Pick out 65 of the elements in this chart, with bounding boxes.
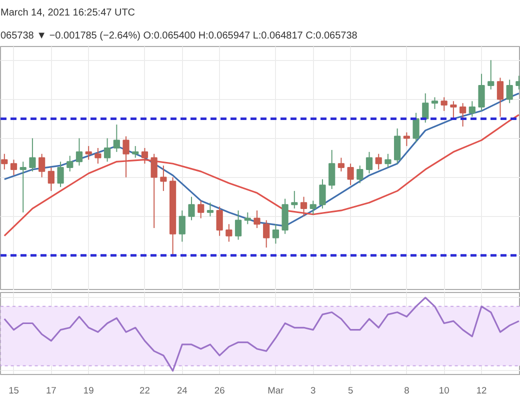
- candlestick: [226, 224, 232, 242]
- candlestick: [496, 77, 504, 118]
- candlestick: [412, 112, 420, 143]
- candlestick: [478, 73, 485, 112]
- candlestick: [310, 200, 316, 215]
- candlestick: [29, 138, 36, 172]
- candlestick: [338, 157, 344, 172]
- candlestick: [150, 153, 158, 229]
- candlestick: [48, 167, 54, 192]
- candlestick: [188, 196, 195, 221]
- candlestick: [160, 165, 167, 192]
- candlestick: [263, 220, 270, 248]
- candlestick: [450, 100, 457, 120]
- x-tick-label: 26: [214, 386, 225, 396]
- x-tick-label: 10: [438, 386, 450, 396]
- text: March 14, 2021 16:25:47 UTC: [0, 8, 136, 18]
- candlestick: [506, 79, 513, 104]
- candlestick: [76, 138, 83, 166]
- x-tick-label: Mar: [268, 386, 284, 396]
- candlestick: [488, 60, 494, 90]
- x-tick-label: 19: [83, 386, 94, 396]
- x-tick-label: 17: [46, 386, 56, 396]
- candlestick: [104, 138, 111, 162]
- candlestick: [366, 151, 373, 174]
- candlestick: [57, 161, 64, 188]
- candlestick: [113, 124, 120, 152]
- x-tick-label: 15: [8, 386, 19, 396]
- candlestick: [440, 96, 448, 112]
- candlestick: [460, 102, 466, 128]
- candlestick: [122, 136, 130, 178]
- x-tick-label: 24: [176, 386, 188, 396]
- candlestick: [206, 202, 214, 217]
- candlestick: [178, 210, 186, 242]
- candlestick: [132, 146, 139, 158]
- candlestick: [1, 153, 8, 170]
- candlestick: [38, 153, 46, 178]
- x-tick-label: 3: [310, 386, 316, 396]
- candlestick: [20, 161, 26, 213]
- candlestick: [85, 146, 92, 160]
- candlestick: [94, 148, 102, 164]
- candlestick: [319, 178, 326, 210]
- candlestick: [291, 190, 298, 210]
- x-tick-label: 5: [348, 386, 354, 396]
- candlestick: [394, 128, 401, 164]
- candlestick: [234, 210, 242, 240]
- candlestick: [272, 224, 280, 244]
- candlestick: [468, 100, 476, 118]
- candlestick: [141, 148, 148, 164]
- candlestick: [356, 165, 364, 184]
- candlestick: [375, 153, 382, 170]
- x-tick-label: 12: [476, 386, 487, 396]
- candlestick: [422, 92, 429, 124]
- text: 065738 ▼ −0.001785 (−2.64%) O:0.065400 H:0.065947 L:0.064817 C:0.065738: [0, 30, 358, 42]
- candlestick: [216, 206, 223, 236]
- candlestick: [10, 159, 18, 176]
- candlestick: [66, 155, 74, 172]
- candlestick: [300, 196, 308, 217]
- candlestick: [431, 96, 438, 110]
- candlestick: [328, 149, 336, 190]
- x-tick-label: 8: [404, 386, 410, 396]
- candlestick: [254, 210, 260, 229]
- candlestick: [384, 153, 392, 168]
- x-tick-label: 22: [140, 386, 150, 396]
- candlestick: [198, 200, 204, 219]
- candlestick: [347, 163, 354, 186]
